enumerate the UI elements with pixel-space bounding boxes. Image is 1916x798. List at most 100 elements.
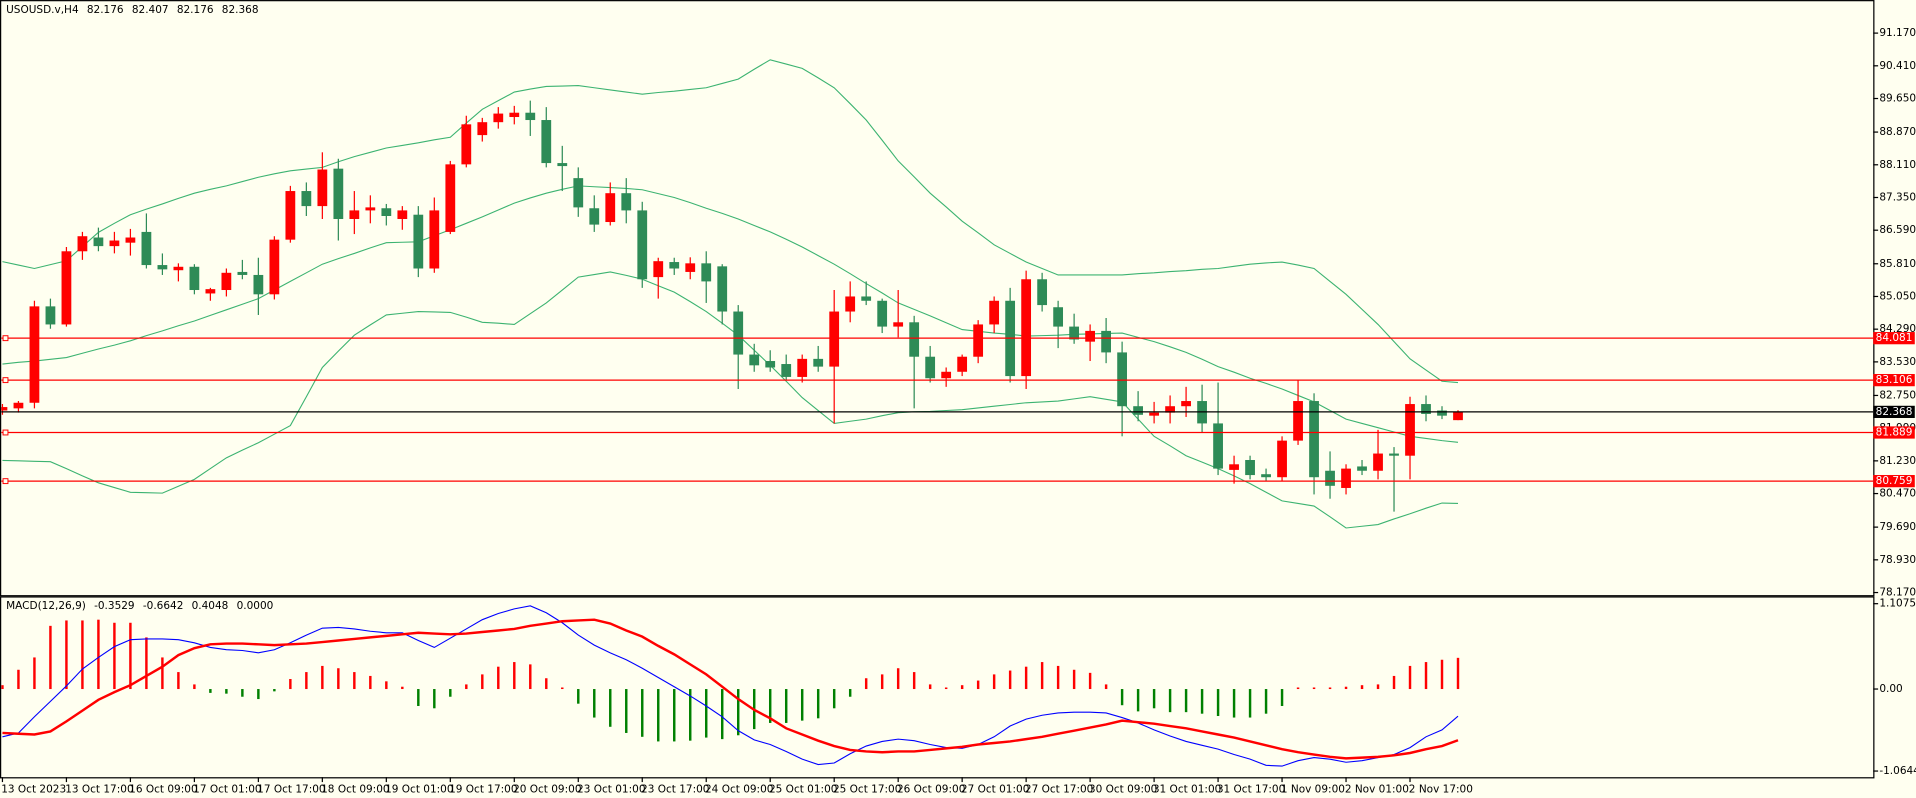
candle-body	[29, 306, 40, 403]
macd-histogram-bar	[1424, 662, 1428, 690]
x-tick-label: 19 Oct 17:00	[449, 783, 517, 795]
macd-histogram-bar	[880, 674, 884, 690]
candle-body	[477, 122, 488, 136]
candle-body	[189, 266, 200, 291]
macd-line	[2, 605, 1459, 767]
price-line-tag	[1873, 374, 1915, 387]
candle-body	[829, 311, 840, 367]
candle-body	[1373, 453, 1383, 471]
candle-body	[333, 168, 344, 220]
x-tick-label: 23 Oct 01:00	[577, 783, 645, 795]
macd-histogram-bar	[497, 666, 500, 690]
macd-histogram-bar	[193, 684, 196, 690]
macd-histogram-bar	[1264, 689, 1268, 714]
candle-body	[1245, 459, 1255, 476]
x-tick-label: 27 Oct 01:00	[961, 783, 1029, 795]
macd-histogram-bar	[816, 689, 820, 719]
candle-body	[717, 266, 728, 312]
macd-histogram-bar	[1088, 672, 1092, 690]
candle-body	[125, 237, 136, 243]
candle-body	[1069, 326, 1080, 340]
macd-histogram-bar	[65, 620, 68, 690]
candle-body	[109, 240, 120, 247]
x-tick-label: 31 Oct 17:00	[1217, 783, 1285, 795]
macd-histogram-bar	[81, 620, 84, 690]
candle-body	[1421, 404, 1431, 414]
x-tick-label: 18 Oct 09:00	[321, 783, 389, 795]
macd-histogram-bar	[113, 622, 116, 690]
candle-body	[205, 289, 216, 294]
candle-body	[301, 191, 312, 207]
candle-body	[1405, 404, 1415, 456]
macd-histogram-bar	[1120, 689, 1124, 706]
x-tick-label: 17 Oct 01:00	[193, 783, 261, 795]
price-line-label: 81.889	[1876, 426, 1913, 438]
macd-histogram-bar	[1216, 689, 1220, 717]
candle-body	[1, 407, 8, 411]
x-tick-label: 30 Oct 09:00	[1089, 783, 1157, 795]
candle-body	[381, 208, 392, 216]
candle-body	[13, 402, 24, 409]
candle-body	[1149, 412, 1159, 416]
x-tick-label: 19 Oct 01:00	[385, 783, 453, 795]
macd-histogram-bar	[97, 619, 100, 690]
y-tick-label: 86.590	[1879, 224, 1916, 236]
macd-histogram-bar	[145, 637, 148, 690]
x-tick-label: 27 Oct 17:00	[1025, 783, 1093, 795]
macd-histogram-bar	[1056, 665, 1060, 690]
macd-histogram-bar	[832, 689, 836, 709]
macd-histogram-bar	[800, 689, 804, 721]
candle-body	[957, 356, 968, 372]
candle-body	[1085, 330, 1096, 342]
last-close: 82.368	[222, 4, 259, 16]
macd-histogram-bar	[593, 689, 596, 718]
y-tick-label: 85.810	[1879, 258, 1916, 270]
macd-histogram-bar	[625, 689, 628, 733]
macd-histogram-bar	[848, 689, 852, 697]
macd-histogram-bar	[1280, 689, 1284, 706]
macd-histogram-bar	[1, 685, 4, 690]
candle-body	[493, 113, 504, 123]
price-line-tag	[1873, 405, 1915, 418]
axes: 91.170 90.410 89.650 88.870 88.110 87.350 86.5…	[1, 27, 1916, 795]
candle-body	[589, 208, 600, 225]
candle-body	[237, 271, 248, 275]
macd-histogram-bar	[417, 689, 420, 706]
macd-histogram-bar	[257, 689, 260, 700]
y-tick-label: 88.110	[1879, 159, 1916, 171]
macd-histogram-bar	[385, 681, 388, 690]
candle-body	[173, 266, 184, 271]
x-tick-label: 17 Oct 17:00	[257, 783, 325, 795]
macd-histogram-bar	[705, 689, 708, 738]
macd-histogram-bar	[1184, 689, 1188, 713]
candle-body	[893, 322, 904, 327]
macd-histogram-bar	[209, 689, 212, 693]
candle-body	[1389, 453, 1399, 456]
x-tick-label: 2 Nov 17:00	[1409, 783, 1473, 795]
candle-body	[557, 163, 568, 167]
candle-body	[141, 231, 152, 266]
macd-histogram-bar	[545, 678, 548, 690]
x-tick-label: 13 Oct 2023	[1, 783, 66, 795]
candle-body	[1037, 279, 1048, 306]
candle-body	[845, 296, 856, 312]
x-tick-label: 26 Oct 09:00	[897, 783, 965, 795]
macd-histogram-bar	[273, 689, 276, 692]
macd-title: MACD(12,26,9)	[6, 600, 86, 612]
candle-body	[749, 354, 760, 366]
histogram-last: 0.4048	[192, 600, 229, 612]
candle-body	[1101, 330, 1111, 353]
macd-histogram-bar	[768, 689, 772, 723]
macd-last: -0.3529	[94, 600, 135, 612]
macd-histogram-bar	[1296, 687, 1300, 690]
candle-body	[445, 164, 456, 232]
candle-body	[605, 193, 616, 223]
candle-body	[973, 324, 984, 357]
horizontal-line-anchor	[2, 335, 9, 342]
candle-body	[1357, 466, 1367, 471]
candle-body	[317, 169, 328, 207]
x-tick-label: 24 Oct 09:00	[705, 783, 773, 795]
candle-body	[285, 191, 296, 240]
